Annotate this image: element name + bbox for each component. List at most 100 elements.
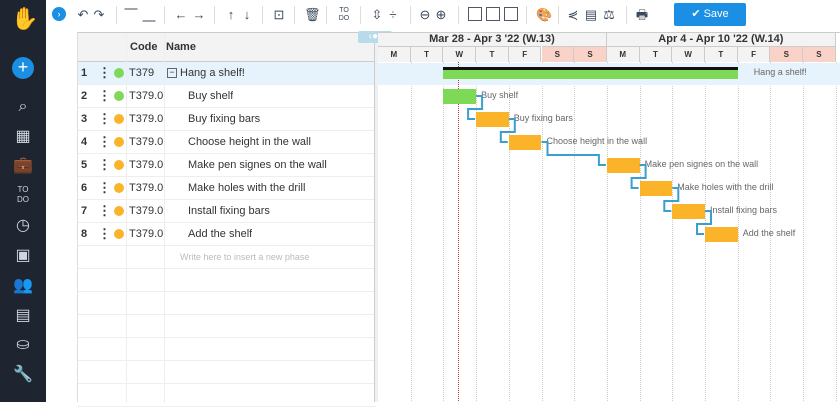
- coins-icon[interactable]: ⛀: [16, 336, 30, 353]
- table-row[interactable]: 3 ⋮ T379.02 Buy fixing bars: [78, 108, 376, 131]
- print-icon[interactable]: 🖶: [635, 7, 649, 22]
- save-button[interactable]: ✔ Save: [674, 3, 746, 26]
- table-row[interactable]: 5 ⋮ T379.04 Make pen signes on the wall: [78, 154, 376, 177]
- task-bar[interactable]: [705, 227, 738, 242]
- task-bar[interactable]: [639, 181, 673, 196]
- document-icon[interactable]: ▤: [15, 307, 31, 324]
- search-icon[interactable]: ⌕: [18, 98, 28, 115]
- column-header-name[interactable]: Name: [166, 33, 196, 62]
- zoom-in-icon[interactable]: ⊕: [435, 7, 447, 22]
- task-name[interactable]: Hang a shelf!: [180, 67, 245, 79]
- dependency-arrow: [467, 95, 484, 120]
- sidebar: ✋ + ⌕ ▦ 💼 TO DO ◷ ▣ 👥 ▤ ⛀ 🔧: [0, 0, 46, 402]
- day-header: S: [803, 46, 836, 62]
- dashboard-icon[interactable]: ▦: [15, 128, 31, 145]
- day-header: W: [672, 46, 705, 62]
- status-dot: [114, 68, 124, 78]
- task-name[interactable]: Install fixing bars: [188, 205, 270, 217]
- bar-label: Buy fixing bars: [513, 113, 573, 123]
- row-menu-icon[interactable]: ⋮: [98, 111, 111, 126]
- todo-icon[interactable]: TO DO: [17, 185, 29, 204]
- row-menu-icon[interactable]: ⋮: [98, 88, 111, 103]
- week-header: Mar 28 - Apr 3 '22 (W.13): [378, 33, 607, 46]
- row-menu-icon[interactable]: ⋮: [98, 180, 111, 195]
- layout-left-icon[interactable]: [468, 7, 482, 21]
- new-phase-row[interactable]: Write here to insert a new phase: [78, 246, 376, 269]
- task-name[interactable]: Choose height in the wall: [188, 136, 311, 148]
- empty-row: [78, 269, 376, 292]
- task-bar[interactable]: [508, 135, 542, 150]
- add-button[interactable]: +: [12, 57, 34, 79]
- expand-all-icon[interactable]: ⇳: [371, 7, 383, 22]
- task-bar[interactable]: [476, 112, 509, 127]
- day-header: M: [378, 46, 411, 62]
- row-menu-icon[interactable]: ⋮: [98, 226, 111, 241]
- table-row[interactable]: 4 ⋮ T379.03 Choose height in the wall: [78, 131, 376, 154]
- task-bar[interactable]: [443, 89, 477, 104]
- task-bar[interactable]: [672, 204, 705, 219]
- layout-split-icon[interactable]: [486, 7, 500, 21]
- splitter[interactable]: [374, 32, 378, 402]
- task-name[interactable]: Make pen signes on the wall: [188, 159, 327, 171]
- bar-label: Buy shelf: [481, 90, 519, 100]
- bar-label: Choose height in the wall: [546, 136, 648, 146]
- layout-right-icon[interactable]: [504, 7, 518, 21]
- balance-icon[interactable]: ⚖: [603, 7, 615, 22]
- bar-label: Add the shelf: [742, 228, 796, 238]
- row-menu-icon[interactable]: ⋮: [98, 65, 111, 80]
- table-row[interactable]: 8 ⋮ T379.07 Add the shelf: [78, 223, 376, 246]
- insert-icon[interactable]: ⊡: [273, 7, 285, 22]
- delete-icon[interactable]: 🗑: [304, 7, 321, 22]
- collapse-all-icon[interactable]: ÷: [389, 7, 397, 22]
- undo-icon[interactable]: ↶: [77, 7, 89, 22]
- palette-icon[interactable]: 🎨: [536, 7, 553, 22]
- table-row[interactable]: 6 ⋮ T379.05 Make holes with the drill: [78, 177, 376, 200]
- new-phase-input[interactable]: Write here to insert a new phase: [180, 252, 310, 262]
- day-header: T: [639, 46, 673, 62]
- collapse-icon[interactable]: −: [167, 68, 177, 78]
- arrow-up-icon[interactable]: ↑: [227, 7, 235, 22]
- empty-row: [78, 315, 376, 338]
- row-menu-icon[interactable]: ⋮: [98, 203, 111, 218]
- day-header: M: [606, 46, 640, 62]
- row-number: 7: [81, 205, 88, 217]
- summary-bar[interactable]: [443, 67, 738, 79]
- column-header-code[interactable]: Code: [130, 33, 158, 62]
- task-name[interactable]: Make holes with the drill: [188, 182, 306, 194]
- task-name[interactable]: Add the shelf: [188, 228, 253, 240]
- redo-icon[interactable]: ↷: [93, 7, 105, 22]
- briefcase-icon[interactable]: 💼: [13, 157, 33, 174]
- day-header: S: [770, 46, 804, 62]
- arrow-down-icon[interactable]: ↓: [243, 7, 251, 22]
- wrench-icon[interactable]: 🔧: [13, 366, 33, 383]
- arrow-left-icon[interactable]: ←: [174, 7, 188, 22]
- day-header: T: [476, 46, 509, 62]
- dependency-arrow: [663, 187, 680, 212]
- todo-icon[interactable]: TO DO: [338, 7, 350, 22]
- zoom-out-icon[interactable]: ⊖: [419, 7, 431, 22]
- row-menu-icon[interactable]: ⋮: [98, 157, 111, 172]
- row-menu-icon[interactable]: ⋮: [98, 134, 111, 149]
- calendar-icon[interactable]: ▣: [15, 247, 31, 264]
- indent-icon[interactable]: ⎽: [142, 7, 156, 22]
- task-code: T379.04: [129, 159, 163, 171]
- table-icon[interactable]: ▤: [584, 7, 598, 22]
- expand-icon[interactable]: ›: [52, 7, 66, 21]
- table-row[interactable]: 2 ⋮ T379.01 Buy shelf: [78, 85, 376, 108]
- status-dot: [114, 229, 124, 239]
- outdent-icon[interactable]: ⎺: [124, 7, 138, 22]
- table-row[interactable]: 1 ⋮ T379 − Hang a shelf!: [78, 62, 376, 85]
- task-name[interactable]: Buy shelf: [188, 90, 234, 102]
- people-icon[interactable]: 👥: [13, 277, 33, 294]
- hand-logo-icon[interactable]: ✋: [11, 6, 39, 31]
- toolbar: › ↶ ↷ ⎺ ⎽ ← → ↑ ↓ ⊡ 🗑 TO DO ⇳ ÷ ⊖ ⊕ 🎨 ⋞ …: [46, 0, 840, 32]
- week-header: Apr 4 - Apr 10 '22 (W.14): [606, 33, 836, 46]
- table-row[interactable]: 7 ⋮ T379.06 Install fixing bars: [78, 200, 376, 223]
- task-bar[interactable]: [606, 158, 640, 173]
- clock-icon[interactable]: ◷: [16, 217, 30, 234]
- bar-label: Make pen signes on the wall: [644, 159, 759, 169]
- arrow-right-icon[interactable]: →: [192, 7, 206, 22]
- share-icon[interactable]: ⋞: [567, 7, 579, 22]
- task-name[interactable]: Buy fixing bars: [188, 113, 261, 125]
- row-number: 5: [81, 159, 88, 171]
